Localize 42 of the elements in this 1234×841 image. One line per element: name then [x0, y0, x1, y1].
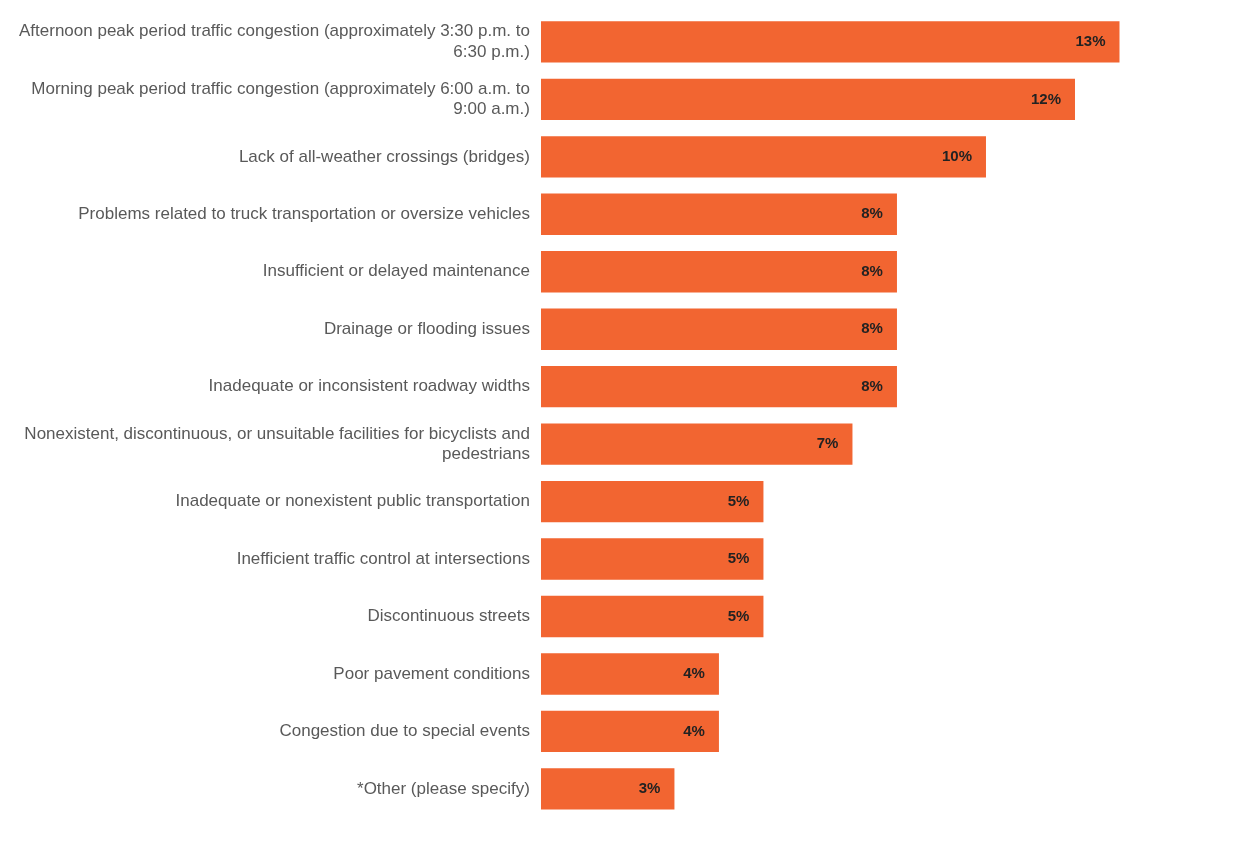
bar: [540, 21, 1120, 63]
bar: [540, 710, 719, 753]
bar: [540, 251, 897, 293]
y-tick-label: Inadequate or inconsistent roadway widths: [208, 376, 530, 396]
bar: [540, 538, 764, 580]
y-tick-label: Lack of all-weather crossings (bridges): [238, 146, 530, 166]
bar: [540, 193, 897, 235]
bar: [540, 768, 675, 810]
bar: [540, 653, 719, 695]
bar: [540, 308, 897, 350]
data-label: 8%: [861, 319, 883, 337]
bar: [540, 78, 1075, 121]
data-label: 13%: [1075, 32, 1106, 50]
data-label: 4%: [683, 721, 705, 739]
y-tick-label: Inefficient traffic control at intersections: [236, 548, 530, 568]
y-tick-label: Drainage or flooding issues: [323, 318, 530, 338]
y-tick-label: Discontinuous streets: [367, 606, 530, 626]
y-tick-label: Morning peak period traffic congestion (approximately 6:00 a.m. to 9:00 a.m.): [31, 78, 530, 119]
y-tick-label: Insufficient or delayed maintenance: [262, 261, 530, 281]
bar: [540, 423, 853, 465]
bar: [540, 480, 764, 523]
y-tick-label: Afternoon peak period traffic congestion (approximately 3:30 p.m. to 6:30 p.m.): [19, 21, 530, 61]
data-label: 10%: [941, 146, 972, 164]
y-tick-label: *Other (please specify): [357, 778, 530, 798]
data-label: 5%: [727, 491, 750, 509]
data-label: 3%: [638, 779, 661, 797]
data-label: 8%: [861, 376, 883, 394]
bar: [540, 595, 764, 638]
data-label: 7%: [816, 434, 839, 452]
y-tick-label: Problems related to truck transportation or oversize vehicles: [78, 203, 530, 223]
y-tick-label: Congestion due to special events: [279, 721, 530, 741]
data-label: 8%: [861, 204, 883, 222]
data-label: 4%: [683, 664, 705, 682]
data-label: 12%: [1030, 89, 1061, 107]
y-tick-label: Inadequate or nonexistent public transportation: [175, 491, 530, 511]
bar: [540, 365, 897, 408]
bar: [540, 136, 986, 178]
data-label: 5%: [727, 606, 750, 624]
y-tick-label: Nonexistent, discontinuous, or unsuitable facilities for bicyclists and pedestrians: [24, 423, 530, 464]
data-label: 8%: [861, 261, 883, 279]
data-label: 5%: [727, 549, 750, 567]
y-tick-label: Poor pavement conditions: [333, 663, 530, 683]
